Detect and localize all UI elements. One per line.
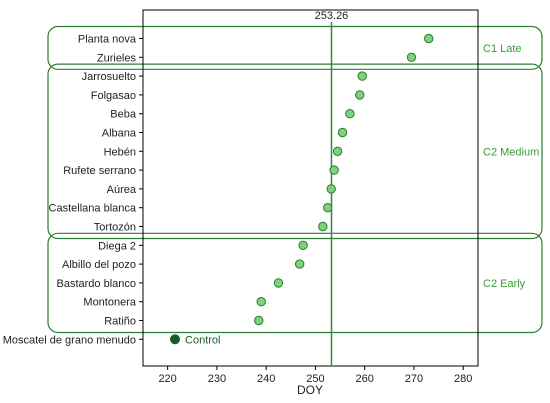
category-label: Zurieles <box>97 52 137 64</box>
data-point <box>337 127 348 138</box>
data-point <box>329 165 339 175</box>
category-label: Albana <box>102 128 137 140</box>
x-tick-label: 230 <box>208 373 226 385</box>
category-label: Diega 2 <box>98 240 136 252</box>
x-tick-label: 270 <box>405 373 423 385</box>
category-label: Bastardo blanco <box>57 278 137 290</box>
data-point <box>298 240 308 251</box>
control-label: Control <box>185 334 220 346</box>
y-axis-categories: Planta nova Zurieles Jarrosuelto Folgasao Be… <box>3 34 143 346</box>
category-label: Rufete serrano <box>63 165 136 177</box>
group-label: C1 Late <box>483 43 522 55</box>
category-label: Jarrosuelto <box>82 71 136 83</box>
group-boxes: C1 Late C2 Medium C2 Early <box>47 25 543 334</box>
category-label: Hebén <box>104 146 136 158</box>
data-point <box>318 221 328 232</box>
group-box <box>47 232 543 334</box>
category-label: Planta nova <box>78 34 137 46</box>
data-point <box>406 52 417 62</box>
category-label: Moscatel de grano menudo <box>3 334 136 346</box>
data-point <box>256 297 266 307</box>
reference-line-label: 253.26 <box>315 10 349 22</box>
category-label: Folgasao <box>91 90 136 102</box>
category-label: Castellana blanca <box>49 203 137 215</box>
x-axis-title: DOY <box>297 383 323 397</box>
control-point <box>170 334 181 345</box>
plot-frame <box>142 9 479 367</box>
data-point <box>357 71 367 81</box>
group-label: C2 Medium <box>483 146 539 158</box>
data-point <box>254 315 264 326</box>
data-point <box>332 146 343 157</box>
category-label: Aúrea <box>107 184 137 196</box>
category-label: Montonera <box>83 297 136 309</box>
data-point <box>355 90 365 100</box>
category-label: Beba <box>110 109 137 121</box>
data-point <box>273 278 284 288</box>
category-label: Ratiño <box>104 316 136 328</box>
category-label: Tortozón <box>94 222 136 234</box>
data-points <box>170 33 434 345</box>
group-box <box>47 25 543 70</box>
x-tick-label: 260 <box>356 373 374 385</box>
x-axis: 220 230 240 250 260 270 280 <box>158 366 472 385</box>
data-point <box>345 109 355 119</box>
data-point <box>424 33 434 44</box>
x-tick-label: 280 <box>454 373 472 385</box>
data-point <box>323 203 333 213</box>
data-point <box>326 184 336 194</box>
x-tick-label: 220 <box>158 373 176 385</box>
x-tick-label: 240 <box>257 373 275 385</box>
data-point <box>294 259 305 269</box>
category-label: Albillo del pozo <box>62 259 136 271</box>
x-tick-label: 250 <box>306 373 324 385</box>
group-box <box>47 63 543 240</box>
group-label: C2 Early <box>483 278 526 290</box>
